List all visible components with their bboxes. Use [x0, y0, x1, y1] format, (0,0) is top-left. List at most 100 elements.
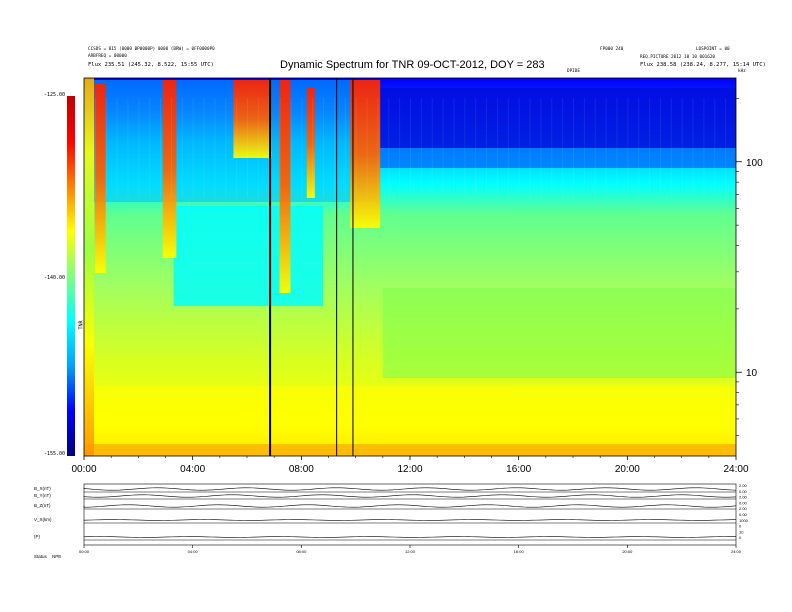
streak — [149, 98, 151, 198]
streak — [616, 98, 618, 198]
streak — [562, 98, 564, 198]
streak — [181, 98, 183, 198]
header-right-top: LOSPOINT = 00 — [696, 47, 730, 52]
x-tick-label: 12:00 — [397, 464, 422, 475]
colorbar-tick-mid: -140.00 — [44, 275, 66, 281]
streak — [399, 98, 401, 198]
streak — [333, 98, 335, 198]
bottom-right-tick: 0.00 — [739, 489, 748, 494]
bottom-right-tick: 0.00 — [739, 512, 748, 517]
streak — [475, 98, 477, 198]
streak — [236, 98, 238, 198]
bottom-row-trace — [83, 494, 737, 498]
streak — [203, 98, 205, 198]
orange-bottom-band — [84, 444, 736, 456]
streak — [638, 98, 640, 198]
streak — [388, 98, 390, 198]
radio-burst-5 — [350, 80, 381, 228]
bottom-right-tick: 2.00 — [739, 495, 748, 500]
radio-burst-1 — [162, 80, 177, 258]
streak — [170, 98, 172, 198]
x-tick-label: 04:00 — [180, 464, 205, 475]
bottom-x-label: 04:00 — [188, 549, 199, 554]
upper-cyan-band-left — [84, 80, 381, 202]
bottom-row-trace — [83, 504, 737, 508]
streak — [573, 98, 574, 198]
bottom-right-tick: 2.00 — [739, 483, 748, 488]
header-right-mid2: FP000 240 — [600, 47, 624, 52]
streak — [116, 98, 118, 198]
streak — [703, 98, 705, 198]
header-right-mid: REQ.PICTURE 2012 10 10 001620 — [640, 55, 716, 60]
bottom-row-label: V_X(km) — [34, 517, 52, 522]
radio-burst-4 — [306, 88, 315, 198]
streak — [301, 98, 303, 198]
streak — [225, 98, 227, 198]
x-tick-label: 00:00 — [71, 464, 96, 475]
bottom-x-label: 08:00 — [296, 549, 307, 554]
bottom-right-tick: 10 — [739, 529, 744, 534]
streak — [670, 98, 672, 198]
streak — [377, 98, 379, 198]
bottom-row-label: B_Y(nT) — [34, 493, 51, 498]
streak — [355, 98, 357, 198]
bottom-right-tick: 0 — [739, 524, 742, 529]
header-left-line-1: CCSDS = 815 (0000 BP0000P) 0000 (BRW) = … — [88, 47, 215, 52]
streak — [496, 98, 498, 198]
x-tick-label: 08:00 — [289, 464, 314, 475]
left-edge-emission — [84, 78, 94, 456]
streak — [649, 98, 651, 198]
streak — [605, 98, 607, 198]
header-kHz-label: kHz — [738, 69, 746, 74]
streak — [344, 98, 346, 198]
bottom-x-label: 24:00 — [731, 549, 742, 554]
streak — [486, 98, 488, 198]
bottom-panel-frame — [83, 483, 737, 546]
bottom-right-tick: 2.00 — [739, 506, 748, 511]
streak — [551, 98, 553, 198]
green-band-right — [382, 288, 736, 378]
streak — [138, 98, 140, 198]
streak — [366, 98, 368, 198]
streak — [692, 98, 694, 198]
streak — [681, 98, 683, 198]
streak — [583, 98, 585, 198]
bottom-status-label: Status — [34, 554, 48, 559]
streak — [323, 98, 325, 198]
radio-burst-0 — [94, 83, 106, 273]
bottom-right-tick: 1000 — [739, 518, 749, 523]
bottom-row-label: (P) — [34, 534, 41, 539]
streak — [247, 98, 248, 198]
bottom-right-tick: 0.00 — [739, 500, 748, 505]
streak — [420, 98, 422, 198]
bottom-x-label: 00:00 — [79, 549, 90, 554]
x-tick-label: 20:00 — [615, 464, 640, 475]
streak — [518, 98, 520, 198]
bottom-row-label: B_Z(nT) — [34, 503, 51, 508]
streak — [94, 98, 96, 198]
streak — [105, 98, 107, 198]
upper-blue-fade — [380, 148, 736, 168]
streak — [279, 98, 281, 198]
streak — [192, 98, 194, 198]
axis-layer: 00:00 04:00 08:00 12:00 16:00 20:00 24:00 100 10 — [71, 77, 763, 475]
bottom-right-tick: 0 — [739, 535, 742, 540]
streak — [160, 98, 162, 198]
streak — [725, 98, 727, 198]
streak — [540, 98, 542, 198]
streak — [410, 98, 411, 198]
header-left-line-2: ARBFREQ = 00000 — [88, 54, 127, 59]
bottom-x-label: 16:00 — [514, 549, 525, 554]
streak — [594, 98, 596, 198]
streak — [442, 98, 444, 198]
streak — [529, 98, 531, 198]
bottom-status-value: NPE — [52, 554, 61, 559]
x-tick-label: 24:00 — [723, 464, 748, 475]
bottom-row-label: B_X(nT) — [34, 486, 51, 491]
colorbar-tick-bottom: -155.00 — [44, 451, 66, 457]
header-left-flux: Flux 235.51 (245.32, 8.522, 15:55 UTC) — [88, 62, 214, 68]
y-tick-label: 100 — [746, 158, 763, 169]
header-center-small-label: DPIDE — [567, 69, 580, 74]
streak — [507, 98, 509, 198]
